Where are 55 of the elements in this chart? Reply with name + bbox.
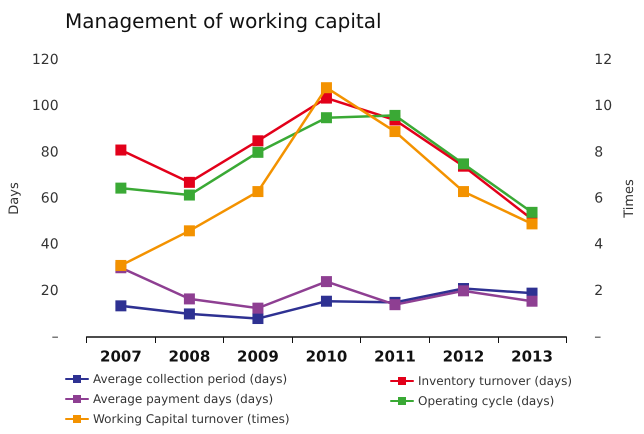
- point: [252, 313, 264, 324]
- y-tick-label: 60: [40, 190, 59, 206]
- x-tick-label: 2011: [374, 348, 416, 366]
- legend-label: Average payment days (days): [93, 392, 274, 406]
- point: [184, 293, 195, 304]
- point: [320, 296, 332, 307]
- point: [115, 300, 126, 312]
- point: [320, 276, 332, 288]
- point: [252, 135, 264, 146]
- x-tick-label: 2009: [237, 348, 279, 366]
- y2-tick-label: 6: [594, 190, 604, 206]
- y-axis-title: Days: [7, 182, 22, 215]
- y-tick-label: 80: [40, 144, 59, 160]
- x-tick-label: 2008: [168, 348, 210, 366]
- y2-tick-label: 10: [594, 98, 612, 114]
- point: [389, 126, 400, 138]
- legend-label: Operating cycle (days): [418, 394, 554, 408]
- legend-label: Inventory turnover (days): [418, 374, 572, 388]
- y2-tick-label: –: [594, 329, 602, 345]
- point: [184, 190, 195, 201]
- chart-title: Management of working capital: [65, 9, 382, 33]
- point: [252, 302, 264, 314]
- y-tick-label: 20: [40, 282, 59, 299]
- y-tick-label: 120: [32, 52, 59, 68]
- legend-label: Working Capital turnover (times): [93, 412, 290, 426]
- y2-tick-label: 2: [594, 282, 604, 299]
- y-tick-label: 100: [32, 98, 59, 114]
- y2-tick-label: 8: [594, 144, 604, 160]
- point: [320, 112, 332, 124]
- point: [115, 144, 126, 156]
- x-tick-label: 2013: [511, 348, 553, 366]
- point: [458, 186, 469, 198]
- point: [526, 206, 538, 218]
- y-tick-label: –: [52, 329, 59, 345]
- point: [458, 158, 469, 170]
- point: [115, 182, 126, 194]
- x-tick-label: 2007: [100, 348, 142, 366]
- point: [184, 176, 195, 188]
- point: [252, 146, 264, 158]
- point: [526, 296, 538, 307]
- x-tick-label: 2010: [306, 348, 348, 366]
- legend-label: Average collection period (days): [93, 372, 288, 386]
- point: [389, 299, 400, 310]
- point: [184, 225, 195, 236]
- point: [115, 260, 126, 271]
- y-tick-label: 40: [40, 236, 59, 253]
- point: [526, 218, 538, 230]
- point: [184, 308, 195, 320]
- y2-axis-title: Times: [622, 178, 637, 219]
- point: [320, 82, 332, 94]
- x-tick-label: 2012: [442, 348, 484, 366]
- y2-tick-label: 12: [594, 52, 612, 68]
- point: [252, 186, 264, 198]
- point: [389, 110, 400, 121]
- y2-tick-label: 4: [594, 236, 604, 253]
